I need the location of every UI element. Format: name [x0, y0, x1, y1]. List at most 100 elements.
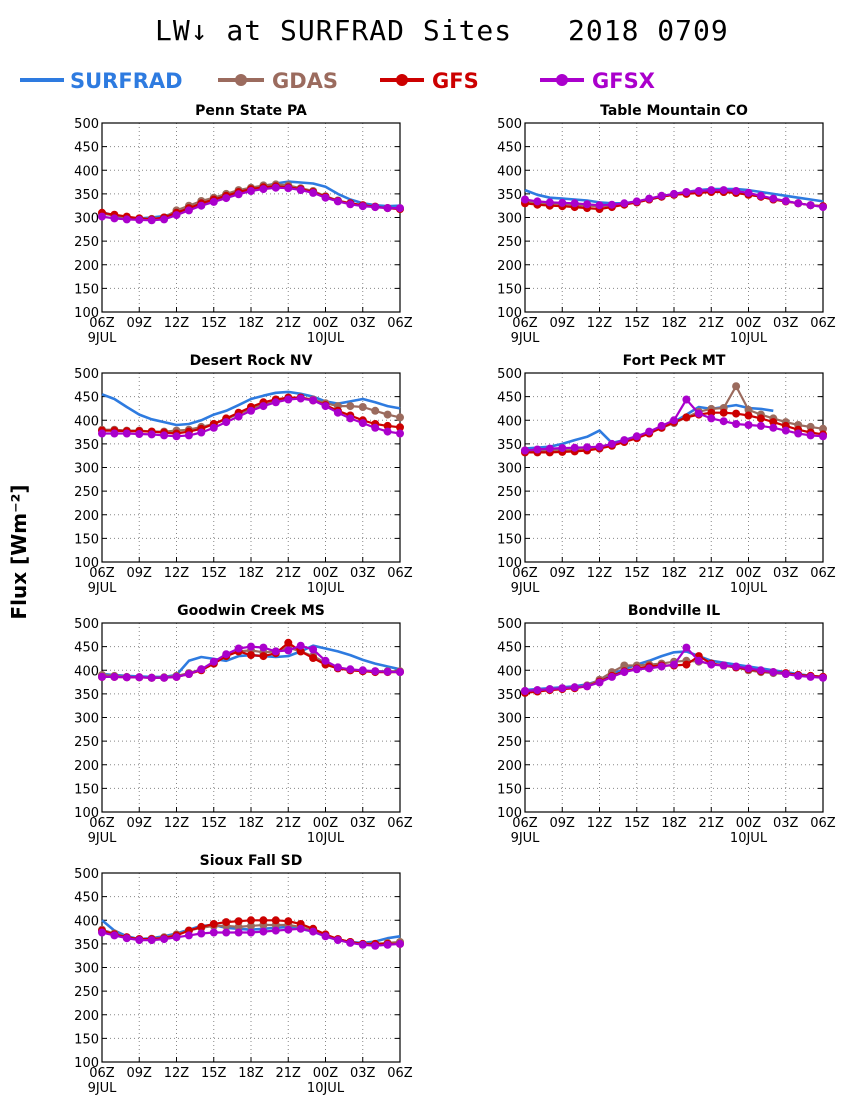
figure-date: 2018 0709 — [568, 14, 729, 47]
y-tick-label: 400 — [497, 414, 522, 429]
x-tick-label: 06Z — [387, 1066, 413, 1081]
series-line — [102, 396, 401, 435]
series-gfsx — [98, 183, 404, 225]
data-point — [197, 665, 206, 674]
data-point — [160, 431, 169, 440]
chart-panels: Penn State PA 100 150 200 250 300 350 400 450 500… — [74, 103, 836, 1096]
panel-title: Fort Peck MT — [623, 353, 726, 369]
data-point — [383, 667, 392, 676]
y-tick-label: 400 — [74, 414, 99, 429]
data-point — [533, 686, 542, 695]
x-tick-label: 18Z — [661, 816, 687, 831]
legend-item-gfsx: GFSX — [540, 69, 655, 93]
panel-title: Table Mountain CO — [600, 103, 748, 119]
y-tick-label: 350 — [497, 188, 522, 203]
data-point — [98, 212, 106, 221]
data-point — [346, 938, 355, 947]
data-point — [234, 928, 243, 937]
y-tick-label: 300 — [74, 712, 99, 727]
data-point — [682, 188, 691, 196]
data-point — [197, 922, 206, 931]
data-point — [247, 406, 255, 415]
x-date-label: 9JUL — [511, 331, 541, 346]
data-point — [296, 647, 305, 656]
y-tick-label: 500 — [74, 117, 99, 132]
data-point — [383, 410, 392, 419]
data-point — [694, 409, 703, 418]
data-point — [794, 199, 803, 208]
legend-label: GFS — [432, 69, 479, 93]
data-point — [607, 672, 616, 681]
data-point — [358, 419, 367, 428]
data-point — [98, 672, 106, 681]
x-tick-label: 06Z — [387, 816, 413, 831]
data-point — [184, 670, 193, 678]
x-tick-label: 06Z — [810, 316, 836, 331]
data-point — [309, 188, 318, 197]
x-tick-label: 09Z — [127, 316, 153, 331]
x-date-label: 9JUL — [511, 831, 541, 846]
data-point — [558, 684, 567, 693]
data-point — [545, 685, 554, 694]
x-tick-label: 09Z — [550, 316, 576, 331]
y-tick-label: 150 — [74, 532, 99, 547]
figure-title: LW↓ at SURFRAD Sites — [155, 14, 512, 47]
x-tick-label: 00Z — [313, 316, 339, 331]
x-tick-label: 21Z — [276, 316, 302, 331]
panel-bondville-il: Bondville IL 100 150 200 250 300 350 400 450 500 0… — [497, 603, 836, 846]
data-point — [732, 187, 741, 195]
x-tick-label: 00Z — [313, 566, 339, 581]
data-point — [707, 186, 716, 195]
y-tick-label: 150 — [497, 782, 522, 797]
x-tick-label: 03Z — [350, 816, 376, 831]
data-point — [346, 665, 355, 674]
y-tick-label: 400 — [497, 664, 522, 679]
x-tick-label: 18Z — [238, 816, 264, 831]
legend-marker — [235, 74, 247, 86]
y-tick-label: 250 — [74, 985, 99, 1000]
data-point — [271, 398, 280, 407]
series-gfsx — [521, 186, 827, 212]
data-point — [135, 215, 144, 224]
data-point — [346, 200, 355, 209]
x-tick-label: 15Z — [201, 1066, 227, 1081]
data-point — [521, 446, 529, 455]
data-point — [147, 430, 156, 439]
y-tick-label: 350 — [74, 938, 99, 953]
data-point — [521, 195, 529, 204]
y-tick-label: 400 — [74, 164, 99, 179]
x-tick-label: 00Z — [736, 816, 762, 831]
data-point — [147, 936, 156, 945]
data-point — [321, 402, 330, 411]
x-tick-label: 18Z — [238, 566, 264, 581]
panel-desert-rock-nv: Desert Rock NV 100 150 200 250 300 350 400 450 50… — [74, 353, 413, 596]
x-tick-label: 09Z — [550, 566, 576, 581]
y-tick-label: 500 — [497, 117, 522, 132]
data-point — [358, 940, 367, 949]
data-point — [558, 444, 567, 453]
data-point — [595, 442, 604, 451]
x-tick-label: 03Z — [773, 316, 799, 331]
x-tick-label: 21Z — [276, 816, 302, 831]
data-point — [794, 671, 803, 680]
x-tick-label: 03Z — [350, 566, 376, 581]
legend-marker — [396, 74, 408, 86]
y-tick-label: 250 — [74, 235, 99, 250]
y-tick-label: 300 — [497, 212, 522, 227]
x-tick-label: 06Z — [89, 1066, 115, 1081]
y-tick-label: 450 — [74, 641, 99, 656]
x-tick-label: 21Z — [699, 566, 725, 581]
data-point — [259, 643, 268, 652]
data-point — [122, 429, 131, 438]
x-tick-label: 03Z — [350, 316, 376, 331]
data-point — [209, 920, 218, 928]
data-point — [769, 423, 778, 432]
data-point — [620, 668, 629, 677]
series-gfsx — [98, 641, 404, 682]
series-gfsx — [521, 643, 827, 695]
x-date-label: 10JUL — [730, 331, 768, 346]
data-point — [632, 432, 641, 441]
data-point — [583, 443, 592, 452]
y-tick-label: 350 — [497, 438, 522, 453]
data-point — [707, 414, 716, 423]
